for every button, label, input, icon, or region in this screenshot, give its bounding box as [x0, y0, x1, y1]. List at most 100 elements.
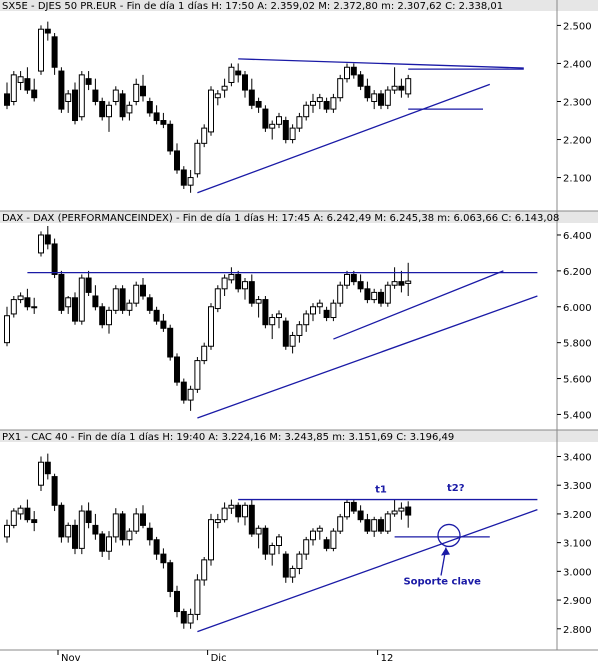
candle-body — [378, 291, 384, 304]
candle-body — [201, 345, 208, 362]
candle-body — [371, 93, 378, 102]
candle-body — [357, 74, 364, 87]
candle-body — [303, 104, 310, 118]
trend-line — [197, 295, 538, 419]
candle-body — [17, 76, 24, 83]
candle-body — [140, 284, 146, 297]
y-tick-label: 3.100 — [563, 539, 592, 550]
x-tick-label: 12 — [381, 653, 394, 664]
trend-line — [238, 58, 524, 69]
candle-body — [160, 553, 167, 564]
candle-body — [405, 78, 412, 95]
candle-body — [242, 504, 248, 518]
candle-body — [357, 281, 364, 290]
candle-body — [310, 100, 316, 106]
x-axis: Nov Dic 12 — [57, 650, 394, 664]
annotation-label: t2? — [447, 483, 465, 494]
trend-line — [333, 270, 504, 340]
candle-body — [194, 579, 201, 615]
y-tick-label: 2.800 — [563, 625, 592, 636]
support-arrowhead — [441, 547, 450, 556]
candle-body — [296, 324, 303, 336]
candle-body — [398, 507, 405, 512]
candle-body — [140, 85, 146, 97]
candle-body — [180, 169, 187, 186]
y-tick-label: 6.000 — [563, 303, 592, 314]
candle-body — [282, 553, 289, 578]
candle-body — [248, 281, 255, 304]
candle-body — [303, 313, 310, 326]
candle-body — [371, 519, 378, 532]
panel-dax: 6.400 6.200 6.000 5.800 5.600 5.400 — [4, 226, 592, 421]
candle-body — [201, 127, 208, 144]
candle-body — [235, 273, 242, 290]
candle-body — [78, 74, 85, 118]
candle-body — [276, 313, 282, 319]
candle-body — [337, 516, 344, 532]
candle-body — [350, 501, 357, 512]
candle-body — [235, 504, 242, 518]
y-tick-label: 2.100 — [563, 174, 592, 185]
candle-body — [126, 104, 133, 114]
candle-body — [99, 100, 106, 118]
candle-body — [92, 524, 99, 535]
panel-sx5e: 2.500 2.400 2.300 2.200 2.100 — [4, 21, 592, 194]
y-tick-label: 2.300 — [563, 97, 592, 108]
candle-body — [357, 510, 364, 521]
candle-body — [133, 83, 140, 102]
candle-body — [146, 527, 153, 541]
candle-body — [248, 89, 255, 106]
header-bar-dax — [0, 211, 598, 223]
candle-body — [58, 504, 65, 538]
trend-line — [197, 83, 491, 194]
candle-body — [51, 476, 58, 506]
candle-body — [323, 539, 330, 549]
candle-body — [364, 519, 371, 532]
candle-body — [187, 388, 194, 401]
candle-body — [364, 288, 371, 301]
candle-body — [405, 506, 412, 516]
candle-body — [146, 100, 153, 114]
candle-body — [296, 116, 303, 129]
candle-body — [31, 519, 38, 524]
candle-body — [85, 78, 92, 85]
candle-body — [31, 89, 38, 99]
candle-body — [350, 273, 357, 283]
y-tick-label: 3.300 — [563, 481, 592, 492]
candle-body — [85, 510, 92, 524]
candle-body — [72, 89, 78, 122]
candle-body — [4, 315, 10, 344]
candle-body — [269, 123, 276, 129]
header-bar-sx5e — [0, 0, 598, 11]
candle-body — [194, 142, 201, 175]
candle-body — [119, 93, 126, 118]
candle-body — [310, 306, 316, 315]
y-tick-label: 6.400 — [563, 231, 592, 242]
candle-body — [364, 85, 371, 99]
header-dax: DAX - DAX (PERFORMANCEINDEX) - Fin de dí… — [2, 212, 559, 224]
candle-body — [276, 116, 282, 125]
candle-body — [4, 93, 10, 106]
candle-body — [330, 530, 337, 549]
candle-body — [194, 360, 201, 390]
candle-body — [214, 519, 221, 524]
candle-body — [248, 504, 255, 535]
candle-body — [316, 527, 323, 532]
candle-body — [153, 309, 160, 322]
candle-body — [92, 89, 99, 102]
candle-body — [276, 536, 282, 547]
candle-body — [160, 320, 167, 329]
candle-body — [330, 97, 337, 110]
candle-body — [262, 108, 269, 129]
candle-body — [289, 334, 296, 347]
candle-body — [119, 513, 126, 541]
candle-body — [344, 501, 350, 518]
candle-body — [140, 513, 146, 526]
candle-body — [85, 277, 92, 293]
candle-body — [78, 510, 85, 549]
candle-body — [262, 527, 269, 555]
candle-body — [38, 234, 44, 254]
candle-body — [398, 85, 405, 91]
candle-body — [10, 74, 17, 102]
